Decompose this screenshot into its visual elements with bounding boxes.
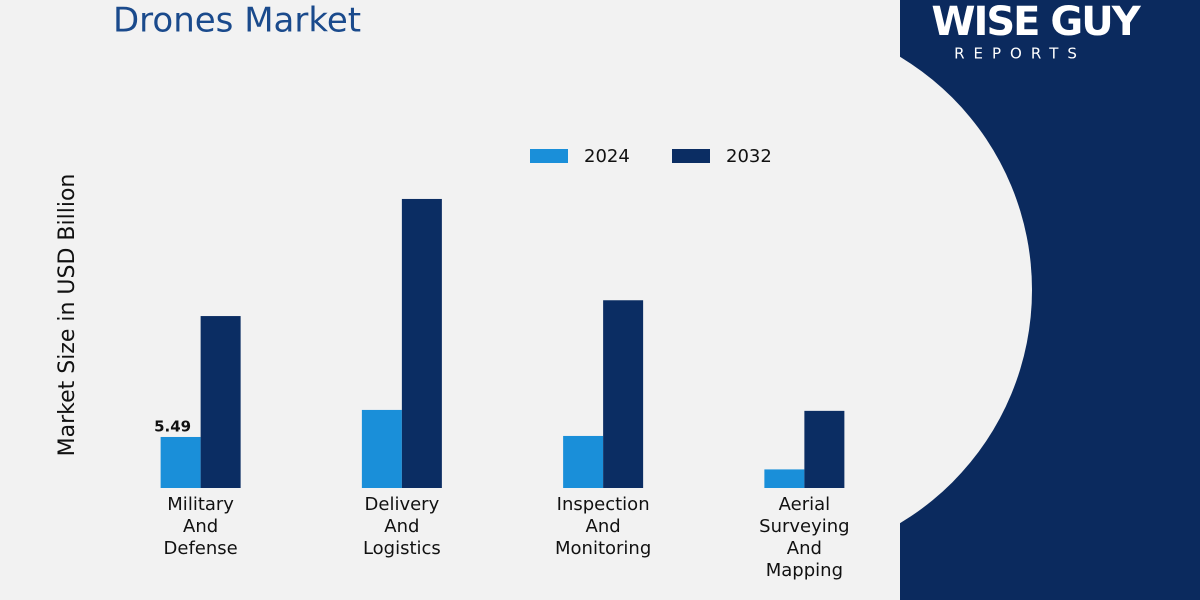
bar xyxy=(401,198,442,488)
bar xyxy=(804,410,845,488)
legend-swatch xyxy=(672,149,710,163)
x-tick-label: Delivery And Logistics xyxy=(362,494,441,559)
bar xyxy=(160,436,201,488)
x-tick-label: Aerial Surveying And Mapping xyxy=(759,494,850,581)
bar xyxy=(563,435,604,488)
data-label: 5.49 xyxy=(154,417,191,435)
bar xyxy=(361,409,402,488)
x-tick-label: Inspection And Monitoring xyxy=(554,494,652,559)
y-axis-label: Market Size in USD Billion xyxy=(55,174,80,457)
bar xyxy=(200,316,241,488)
legend-swatch xyxy=(530,149,568,163)
legend-label: 2032 xyxy=(726,146,772,167)
bar xyxy=(764,469,805,488)
bar xyxy=(603,300,644,488)
x-tick-label: Military And Defense xyxy=(163,494,238,559)
legend-label: 2024 xyxy=(584,146,630,167)
chart-title: Drones Market xyxy=(113,1,361,41)
logo-name: WISE GUY xyxy=(931,0,1141,45)
logo-sub: REPORTS xyxy=(954,45,1086,63)
